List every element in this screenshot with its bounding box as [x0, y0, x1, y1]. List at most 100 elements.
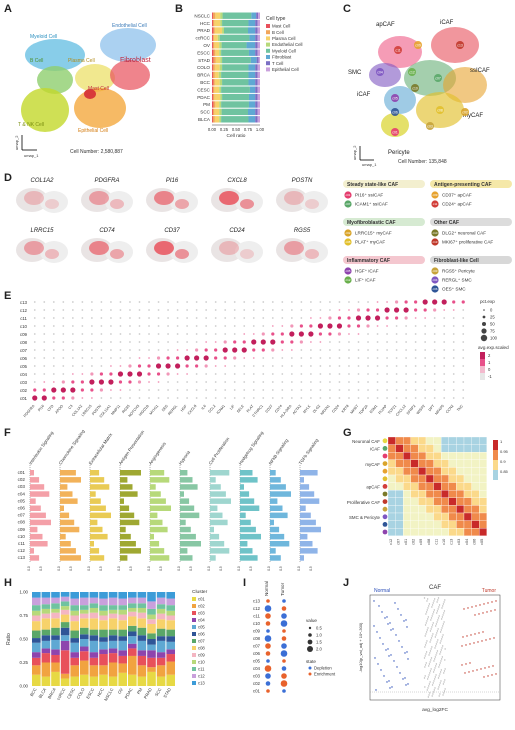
- dot: [433, 349, 436, 351]
- bar-segment: [248, 64, 256, 71]
- dot: [90, 365, 93, 367]
- bar-segment: [156, 640, 166, 653]
- gene-point-down: [402, 678, 404, 680]
- gene-label: LIF: [229, 403, 236, 410]
- size-legend-dot: [482, 322, 486, 326]
- bar-segment: [60, 673, 70, 679]
- panel-label-b: B: [175, 3, 183, 15]
- bar-segment: [51, 592, 60, 598]
- bar-segment: [256, 12, 259, 19]
- dot: [214, 325, 217, 327]
- dot: [338, 365, 341, 367]
- gene-label: HGF: [180, 403, 188, 412]
- dot: [33, 357, 36, 359]
- dot: [138, 389, 141, 391]
- row-label: c06: [253, 651, 261, 656]
- dot: [176, 341, 179, 343]
- heatmap-cell: [441, 436, 449, 445]
- bar-segment: [137, 592, 147, 598]
- category-label: NSCLC: [103, 687, 114, 702]
- value-legend-label: 0.5: [316, 626, 322, 631]
- gene-point-up: [478, 613, 480, 615]
- dot: [405, 333, 408, 335]
- gene-point-up: [466, 635, 468, 637]
- gene-point-up: [487, 675, 489, 677]
- category-label: ccRCC: [195, 36, 210, 41]
- dot: [243, 317, 246, 319]
- dot: [148, 349, 150, 351]
- pathway-bar: [270, 498, 278, 504]
- legend-badge-id: c09: [433, 193, 438, 197]
- bar-segment: [137, 676, 147, 686]
- dot: [138, 397, 141, 399]
- dot: [223, 356, 227, 360]
- bar-segment: [255, 116, 258, 123]
- dot: [147, 372, 151, 376]
- bar-segment: [99, 598, 108, 606]
- heatmap-cell: [463, 528, 472, 536]
- dot: [243, 365, 246, 367]
- gene-point-up: [471, 606, 473, 608]
- pathway-bar: [120, 512, 135, 519]
- bar-segment: [41, 676, 51, 686]
- bar-segment: [99, 674, 108, 686]
- dot: [233, 373, 236, 375]
- bar-segment: [212, 86, 213, 93]
- gene-point: [439, 642, 441, 644]
- legend-badge: [431, 238, 439, 246]
- size-legend-title: pct.exp: [480, 299, 495, 304]
- heatmap-cell: [425, 444, 434, 453]
- gene-point-down: [388, 680, 390, 682]
- x-tick-label: 0.0: [177, 566, 181, 571]
- gene-point-up: [480, 668, 482, 670]
- bar-segment: [212, 49, 214, 56]
- bar-segment: [70, 657, 79, 666]
- heatmap-cell: [403, 436, 411, 445]
- legend-swatch: [266, 42, 270, 47]
- gene-point-down: [380, 669, 382, 671]
- pathway-bar: [180, 526, 191, 533]
- pathway-bar: [30, 541, 48, 547]
- legend-entry: c11: [198, 667, 205, 672]
- dot: [157, 317, 160, 319]
- gene-point: [426, 678, 429, 680]
- value-legend-title: value: [306, 618, 317, 623]
- pathway-bar: [60, 512, 70, 519]
- heatmap-cell: [471, 467, 480, 476]
- heatmap-cell: [418, 444, 427, 453]
- dot: [395, 389, 398, 391]
- heatmap-cell: [418, 474, 427, 483]
- legend-entry: B Cell: [272, 30, 284, 35]
- heatmap-cell: [425, 452, 434, 460]
- dot: [338, 341, 341, 343]
- dot: [262, 325, 265, 327]
- gene-point: [425, 633, 427, 635]
- cell-cloud: [235, 241, 263, 263]
- dot: [329, 397, 331, 399]
- dot: [443, 325, 446, 327]
- pathway-label: Chemokine Signaling: [58, 428, 86, 465]
- dot: [157, 309, 160, 311]
- gene-title: RGS5: [294, 228, 311, 234]
- row-label: c06: [20, 356, 28, 361]
- pathway-bar: [210, 512, 223, 519]
- dot: [138, 349, 141, 351]
- dot: [414, 357, 417, 359]
- gene-point: [432, 682, 434, 684]
- bar-segment: [257, 64, 260, 71]
- legend-entry: Epithelial Cell: [272, 67, 299, 72]
- y-axis-title: -log10(p_val_adj + 10^-300): [358, 622, 363, 672]
- dot: [62, 357, 65, 359]
- dot: [252, 309, 255, 311]
- row-label: c11: [253, 614, 260, 619]
- x-tick-label: 0.5: [309, 566, 313, 571]
- bar-segment: [108, 676, 118, 686]
- gene-point: [424, 644, 427, 646]
- heatmap-cell: [410, 459, 419, 468]
- heatmap-cell: [403, 528, 411, 536]
- legend-entry: c03: [198, 611, 205, 616]
- gene-point-down: [407, 658, 409, 660]
- gene-point: [433, 678, 436, 680]
- dot: [300, 317, 303, 319]
- bar-segment: [246, 42, 256, 49]
